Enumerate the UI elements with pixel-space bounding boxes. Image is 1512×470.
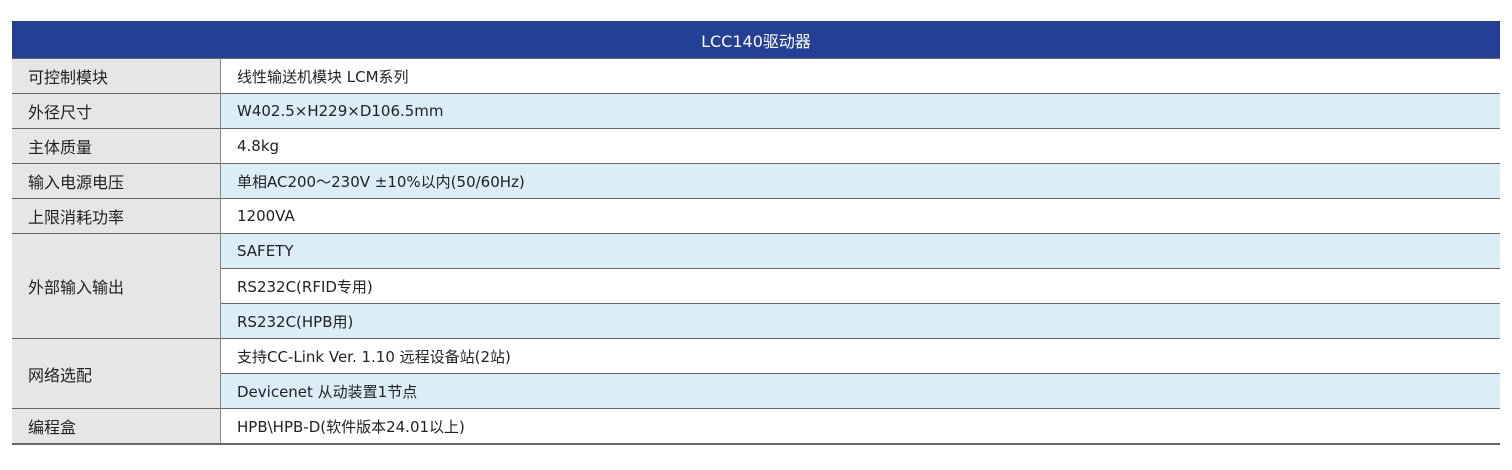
spec-table: LCC140驱动器 可控制模块 线性输送机模块 LCM系列 外径尺寸 W402.5×H… [12,21,1500,445]
table-row: 网络选配 支持CC-Link Ver. 1.10 远程设备站(2站) [12,338,1500,409]
spec-label: 外部输入输出 [12,233,221,339]
table-row: 外径尺寸 W402.5×H229×D106.5mm [12,93,1500,129]
spec-label: 上限消耗功率 [12,198,221,234]
spec-label: 主体质量 [12,128,221,164]
spec-value: W402.5×H229×D106.5mm [220,93,1500,129]
table-row: 上限消耗功率 1200VA [12,198,1500,234]
spec-value: 线性输送机模块 LCM系列 [220,58,1500,94]
table-row: 主体质量 4.8kg [12,128,1500,164]
table-row: 可控制模块 线性输送机模块 LCM系列 [12,58,1500,94]
spec-label: 网络选配 [12,338,221,409]
spec-value: 1200VA [220,198,1500,234]
table-row: 编程盒 HPB\HPB-D(软件版本24.01以上) [12,408,1500,445]
spec-value: 单相AC200～230V ±10%以内(50/60Hz) [220,163,1500,199]
spec-label: 可控制模块 [12,58,221,94]
spec-label: 编程盒 [12,408,221,445]
spec-value: 支持CC-Link Ver. 1.10 远程设备站(2站) [220,338,1500,374]
spec-value: RS232C(HPB用) [220,303,1500,339]
spec-label: 外径尺寸 [12,93,221,129]
spec-label: 输入电源电压 [12,163,221,199]
table-row: RS232C(RFID专用) [12,268,1500,304]
spec-value: 4.8kg [220,128,1500,164]
table-row: Devicenet 从动装置1节点 [12,373,1500,409]
spec-value: RS232C(RFID专用) [220,268,1500,304]
table-title: LCC140驱动器 [12,21,1500,59]
table-row: RS232C(HPB用) [12,303,1500,339]
spec-value: SAFETY [220,233,1500,269]
spec-value: Devicenet 从动装置1节点 [220,373,1500,409]
table-row: 外部输入输出 SAFETY [12,233,1500,339]
table-row: 输入电源电压 单相AC200～230V ±10%以内(50/60Hz) [12,163,1500,199]
spec-value: HPB\HPB-D(软件版本24.01以上) [220,408,1500,445]
